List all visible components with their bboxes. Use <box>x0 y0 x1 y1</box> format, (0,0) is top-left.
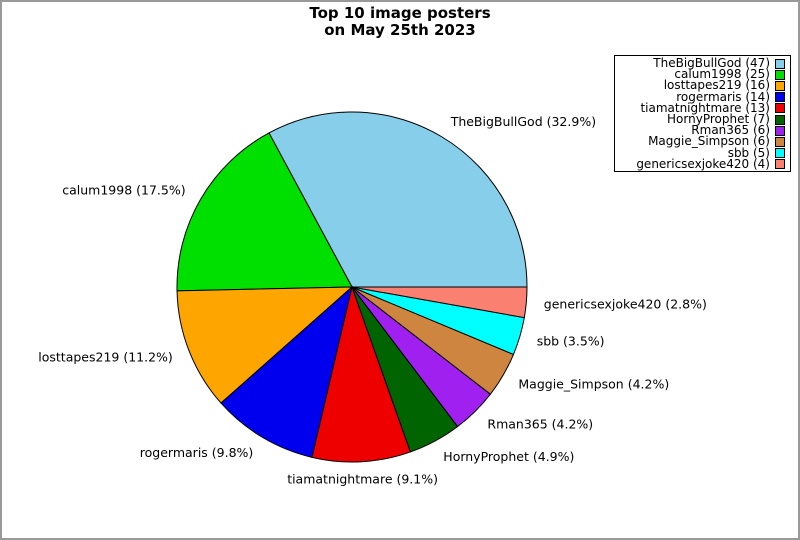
chart-title-line2: on May 25th 2023 <box>324 21 476 39</box>
slice-label-Rman365: Rman365 (4.2%) <box>487 416 593 431</box>
pie-slice-TheBigBullGod <box>268 111 528 288</box>
legend-item-sbb: sbb (5) <box>617 145 785 160</box>
legend-item-rogermaris: rogermaris (14) <box>617 89 785 104</box>
legend-label: tiamatnightmare (13) <box>640 100 770 115</box>
slice-label-HornyProphet: HornyProphet (4.9%) <box>443 449 574 464</box>
slice-label-sbb: sbb (3.5%) <box>537 334 605 349</box>
legend-item-Rman365: Rman365 (6) <box>617 123 785 138</box>
legend-swatch-Maggie_Simpson <box>775 136 785 147</box>
legend-label: TheBigBullGod (47) <box>653 56 770 70</box>
legend-swatch-Rman365 <box>775 125 785 136</box>
legend-item-HornyProphet: HornyProphet (7) <box>617 111 785 126</box>
slice-label-genericsexjoke420: genericsexjoke420 (2.8%) <box>544 296 707 311</box>
slice-label-TheBigBullGod: TheBigBullGod (32.9%) <box>450 114 596 129</box>
slice-label-losttapes219: losttapes219 (11.2%) <box>38 350 173 365</box>
legend-item-tiamatnightmare: tiamatnightmare (13) <box>617 100 785 115</box>
pie-slice-losttapes219 <box>176 286 354 404</box>
legend-swatch-TheBigBullGod <box>775 58 785 69</box>
legend: TheBigBullGod (47) calum1998 (25) losttape… <box>614 55 791 172</box>
legend-swatch-calum1998 <box>775 69 785 80</box>
legend-label: HornyProphet (7) <box>667 111 770 126</box>
pie-slice-genericsexjoke420 <box>351 286 528 319</box>
chart-title: Top 10 image posters on May 25th 2023 <box>2 5 798 39</box>
legend-item-TheBigBullGod: TheBigBullGod (47) <box>617 56 785 70</box>
legend-label: losttapes219 (16) <box>663 78 770 93</box>
legend-label: Maggie_Simpson (6) <box>648 134 770 149</box>
legend-swatch-HornyProphet <box>775 114 785 125</box>
legend-swatch-rogermaris <box>775 92 785 103</box>
slice-label-Maggie_Simpson: Maggie_Simpson (4.2%) <box>518 376 669 391</box>
pie-slice-tiamatnightmare <box>311 285 412 463</box>
legend-label: genericsexjoke420 (4) <box>636 156 770 171</box>
legend-item-Maggie_Simpson: Maggie_Simpson (6) <box>617 134 785 149</box>
legend-swatch-losttapes219 <box>775 80 785 91</box>
legend-item-calum1998: calum1998 (25) <box>617 67 785 82</box>
slice-label-rogermaris: rogermaris (9.8%) <box>140 445 254 460</box>
legend-label: sbb (5) <box>727 145 770 160</box>
legend-item-losttapes219: losttapes219 (16) <box>617 78 785 93</box>
legend-label: calum1998 (25) <box>674 67 770 82</box>
pie-slice-calum1998 <box>176 132 353 292</box>
legend-label: Rman365 (6) <box>691 123 770 138</box>
slice-label-calum1998: calum1998 (17.5%) <box>62 183 185 198</box>
legend-swatch-genericsexjoke420 <box>775 159 785 170</box>
chart-title-line1: Top 10 image posters <box>309 4 491 22</box>
pie-slice-rogermaris <box>220 285 353 458</box>
legend-swatch-tiamatnightmare <box>775 103 785 114</box>
legend-item-genericsexjoke420: genericsexjoke420 (4) <box>617 156 785 171</box>
slice-label-tiamatnightmare: tiamatnightmare (9.1%) <box>287 472 438 487</box>
legend-label: rogermaris (14) <box>676 89 770 104</box>
legend-swatch-sbb <box>775 148 785 159</box>
legend-rows: TheBigBullGod (47) calum1998 (25) losttape… <box>617 56 785 171</box>
